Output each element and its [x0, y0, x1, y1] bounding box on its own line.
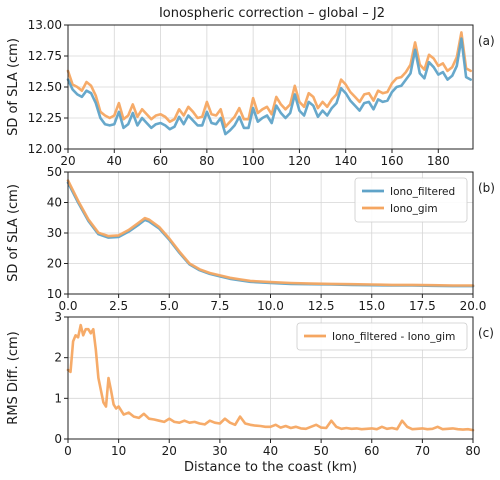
- y-tick-label: 1: [54, 391, 62, 405]
- y-tick-label: 0: [54, 432, 62, 446]
- x-tick-label: 17.5: [409, 299, 436, 313]
- x-tick-label: 15.0: [358, 299, 385, 313]
- panel-b: 0.0 2.5 5.0 7.5 10.0 12.5 15.0 17.5 20.0 10 20 30 40…: [6, 165, 495, 313]
- series-line-iono-filtered-iono-gim: [66, 323, 475, 432]
- y-tick-label: 2: [54, 351, 62, 365]
- y-tick-label: 10: [47, 287, 62, 301]
- legend: Iono_filtered Iono_gim: [354, 177, 468, 223]
- legend-entry: Iono_gim: [390, 203, 438, 215]
- panel-a: 20 40 60 80 100 120 140 160 180 12.00 12.25 12.50 12…: [6, 18, 495, 168]
- x-tick-label: 160: [381, 154, 404, 168]
- x-tick-label: 20: [60, 154, 75, 168]
- panel-label: (c): [478, 326, 494, 340]
- x-tick-label: 30: [212, 444, 227, 458]
- x-tick-label: 10: [111, 444, 126, 458]
- x-tick-label: 80: [465, 444, 480, 458]
- legend-box: [354, 177, 468, 223]
- x-tick-label: 12.5: [308, 299, 335, 313]
- x-tick-label: 140: [334, 154, 357, 168]
- x-tick-label: 60: [364, 444, 379, 458]
- y-tick-label: 13.00: [28, 18, 62, 32]
- x-tick-label: 40: [107, 154, 122, 168]
- x-tick-label: 100: [242, 154, 265, 168]
- y-tick-label: 3: [54, 310, 62, 324]
- y-tick-label: 12.00: [28, 142, 62, 156]
- x-tick-label: 10.0: [257, 299, 284, 313]
- legend-entry: Iono_filtered: [390, 186, 455, 198]
- panel-c: 0 10 20 30 40 50 60 70 80 0 1 2 3 RMS Diff. (cm) Dista…: [6, 310, 494, 475]
- y-axis-label: SD of SLA (cm): [6, 184, 21, 282]
- panel-label: (b): [478, 181, 495, 195]
- x-tick-label: 20.0: [460, 299, 487, 313]
- x-axis-label: Distance to the coast (km): [184, 460, 357, 475]
- x-tick-label: 0: [64, 444, 72, 458]
- y-tick-label: 50: [47, 165, 62, 179]
- y-axis-label: RMS Diff. (cm): [6, 331, 21, 424]
- figure-title: Ionospheric correction – global – J2: [159, 6, 385, 21]
- series-line-series-1: [66, 37, 473, 136]
- x-tick-label: 50: [313, 444, 328, 458]
- x-tick-label: 0.0: [58, 299, 77, 313]
- x-tick-label: 70: [415, 444, 430, 458]
- series-line-series-0: [66, 31, 473, 128]
- legend: Iono_filtered - Iono_gim: [296, 322, 468, 351]
- y-tick-label: 40: [47, 196, 62, 210]
- y-tick-label: 12.25: [28, 111, 62, 125]
- legend-box: [296, 322, 468, 351]
- legend-entry: Iono_filtered - Iono_gim: [332, 331, 455, 343]
- x-tick-label: 2.5: [109, 299, 128, 313]
- x-tick-label: 5.0: [160, 299, 179, 313]
- series-line-iono-gim: [66, 179, 475, 287]
- x-tick-label: 20: [162, 444, 177, 458]
- y-axis-label: SD of SLA (cm): [6, 38, 21, 136]
- y-tick-label: 12.50: [28, 80, 62, 94]
- x-tick-label: 7.5: [210, 299, 229, 313]
- y-tick-label: 30: [47, 226, 62, 240]
- x-tick-label: 80: [199, 154, 214, 168]
- y-tick-label: 12.75: [28, 49, 62, 63]
- y-tick-label: 20: [47, 257, 62, 271]
- x-tick-label: 40: [263, 444, 278, 458]
- x-tick-label: 180: [427, 154, 450, 168]
- x-tick-label: 120: [288, 154, 311, 168]
- panel-label: (a): [478, 34, 495, 48]
- x-tick-label: 60: [153, 154, 168, 168]
